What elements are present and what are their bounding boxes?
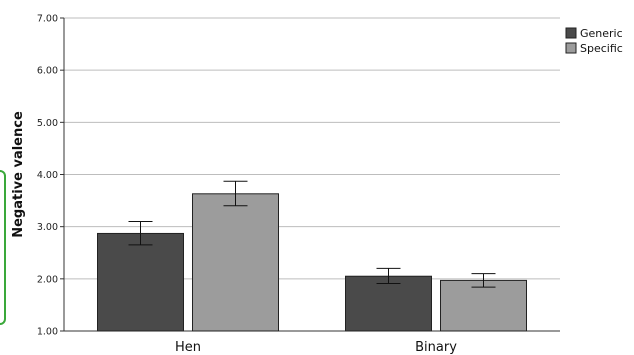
- bar-specific-hen: [192, 193, 279, 332]
- category-labels: Hen Binary: [175, 340, 457, 355]
- legend: Generic Specific: [565, 27, 623, 55]
- bar-generic-hen: [97, 232, 184, 332]
- legend-swatch-generic: [565, 27, 577, 39]
- legend-swatch-specific: [565, 42, 577, 54]
- legend-label-generic: Generic: [580, 27, 623, 40]
- error-bars: [128, 180, 496, 288]
- category-label-hen: Hen: [175, 340, 201, 355]
- y-tick-label: 1.00: [37, 327, 58, 338]
- y-tick-label: 4.00: [37, 170, 58, 181]
- bar-specific-binary: [440, 279, 527, 332]
- y-axis-ticks: 1.00 2.00 3.00 4.00 5.00 6.00 7.00: [37, 14, 64, 338]
- y-tick-label: 6.00: [37, 66, 58, 77]
- window-edge-decoration: [0, 170, 6, 325]
- y-axis-title: Negative valence: [11, 111, 26, 238]
- bars: [97, 193, 527, 332]
- category-label-binary: Binary: [415, 340, 457, 355]
- legend-label-specific: Specific: [580, 42, 623, 55]
- bar-generic-binary: [345, 275, 432, 332]
- y-tick-label: 2.00: [37, 274, 58, 285]
- y-tick-label: 3.00: [37, 222, 58, 233]
- y-tick-label: 5.00: [37, 118, 58, 129]
- y-tick-label: 7.00: [37, 14, 58, 25]
